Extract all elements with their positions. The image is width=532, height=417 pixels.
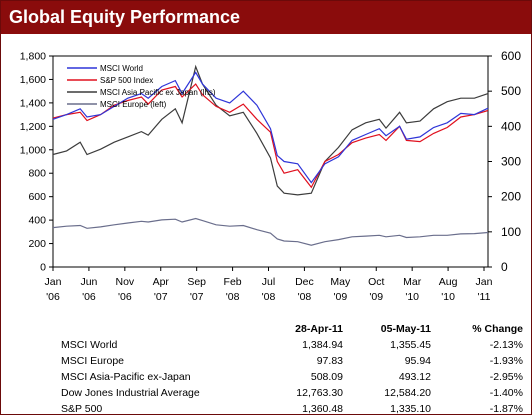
legend-msci-world-label: MSCI World	[100, 64, 143, 73]
index-name: MSCI Europe	[61, 355, 125, 367]
legend-sp500-label: S&P 500 Index	[100, 76, 153, 85]
value-28-apr: 508.09	[310, 371, 343, 383]
value-28-apr: 97.83	[316, 355, 343, 367]
right-axis-tick-label: 600	[501, 49, 521, 63]
x-axis-year-label: '11	[478, 291, 491, 303]
x-axis-month-label: Nov	[115, 276, 134, 288]
left-axis-tick-label: 1,200	[20, 121, 46, 133]
pct-change: -1.40%	[489, 387, 523, 399]
left-axis-tick-label: 600	[28, 191, 46, 203]
x-axis-month-label: Oct	[368, 276, 384, 288]
index-name: Dow Jones Industrial Average	[61, 387, 200, 399]
table-header-cell	[61, 321, 251, 337]
right-axis-tick-label: 500	[501, 84, 521, 98]
table-header-cell: 05-May-11	[380, 323, 431, 335]
value-05-may: 12,584.20	[384, 387, 431, 399]
left-axis-tick-label: 1,600	[20, 74, 46, 86]
pct-change: -1.87%	[489, 403, 523, 415]
table-row: MSCI Europe 97.83 95.94 -1.93%	[61, 353, 523, 369]
x-axis-year-label: '07	[154, 291, 168, 303]
sp500-line	[52, 83, 489, 189]
left-axis-tick-label: 0	[40, 262, 46, 274]
x-axis-year-label: '10	[405, 291, 419, 303]
legend-msci-asia-pacific-label: MSCI Asia Pacific ex Japan (lhs)	[100, 88, 216, 97]
pct-change: -1.93%	[489, 355, 523, 367]
value-05-may: 95.94	[404, 355, 431, 367]
msci-europe-line	[52, 217, 489, 246]
right-axis-tick-label: 100	[501, 225, 521, 239]
value-05-may: 493.12	[398, 371, 431, 383]
index-name: S&P 500	[61, 403, 103, 415]
value-28-apr: 12,763.30	[296, 387, 343, 399]
legend-msci-europe-label: MSCI Europe (left)	[100, 100, 167, 109]
left-axis-tick-label: 400	[28, 215, 46, 227]
msci-world-line	[52, 71, 489, 184]
table-row: MSCI World 1,384.94 1,355.45 -2.13%	[61, 337, 523, 353]
x-axis-month-label: Apr	[153, 276, 170, 288]
index-name: MSCI World	[61, 339, 118, 351]
x-axis-month-label: Dec	[295, 276, 314, 288]
x-axis-year-label: '06	[46, 291, 60, 303]
left-axis-tick-label: 1,800	[20, 51, 46, 63]
right-axis-tick-label: 0	[501, 260, 508, 274]
left-axis-tick-label: 1,000	[20, 144, 46, 156]
x-axis-month-label: Jan	[476, 276, 493, 288]
plot-area	[52, 55, 489, 268]
pct-change: -2.95%	[489, 371, 523, 383]
msci-asia-pacific-line	[52, 64, 489, 196]
table-header-row: 28-Apr-11 05-May-11 % Change	[61, 321, 523, 337]
performance-table: 28-Apr-11 05-May-11 % Change MSCI World …	[61, 321, 523, 417]
value-05-may: 1,355.45	[390, 339, 431, 351]
x-axis-month-label: May	[330, 276, 351, 288]
x-axis-year-label: '10	[441, 291, 455, 303]
x-axis-year-label: '08	[226, 291, 240, 303]
table-header-cell: 28-Apr-11	[295, 323, 343, 335]
pct-change: -2.13%	[489, 339, 523, 351]
x-axis-month-label: Mar	[403, 276, 422, 288]
index-name: MSCI Asia-Pacific ex-Japan	[61, 371, 191, 383]
x-axis-year-label: '08	[262, 291, 276, 303]
value-05-may: 1,335.10	[390, 403, 431, 415]
left-axis-tick-label: 1,400	[20, 97, 46, 109]
x-axis-year-label: '09	[333, 291, 347, 303]
x-axis-year-label: '08	[298, 291, 312, 303]
right-axis-tick-label: 400	[501, 119, 521, 133]
x-axis-year-label: '06	[118, 291, 132, 303]
x-axis-month-label: Aug	[439, 276, 458, 288]
x-axis-year-label: '09	[369, 291, 383, 303]
left-axis-tick-label: 800	[28, 168, 46, 180]
x-axis-month-label: Sep	[187, 276, 206, 288]
x-axis-month-label: Jun	[80, 276, 97, 288]
value-28-apr: 1,384.94	[302, 339, 343, 351]
x-axis-month-label: Feb	[224, 276, 242, 288]
x-axis-month-label: Jul	[262, 276, 275, 288]
table-row: S&P 500 1,360.48 1,335.10 -1.87%	[61, 401, 523, 417]
right-axis-tick-label: 300	[501, 155, 521, 169]
x-axis-month-label: Jan	[45, 276, 62, 288]
right-axis-tick-label: 200	[501, 190, 521, 204]
figure-title: Global Equity Performance	[9, 7, 241, 27]
x-axis-year-label: '07	[190, 291, 204, 303]
value-28-apr: 1,360.48	[302, 403, 343, 415]
title-bar: Global Equity Performance	[1, 1, 531, 34]
table-row: MSCI Asia-Pacific ex-Japan 508.09 493.12…	[61, 369, 523, 385]
table-row: Dow Jones Industrial Average 12,763.30 1…	[61, 385, 523, 401]
left-axis-tick-label: 200	[28, 238, 46, 250]
table-header-cell: % Change	[472, 323, 523, 335]
equity-line-chart: 0 200 400 600 800 1,000 1,200 1,400 1,600 1,800 0 1…	[20, 49, 522, 303]
x-axis-year-label: '06	[82, 291, 96, 303]
